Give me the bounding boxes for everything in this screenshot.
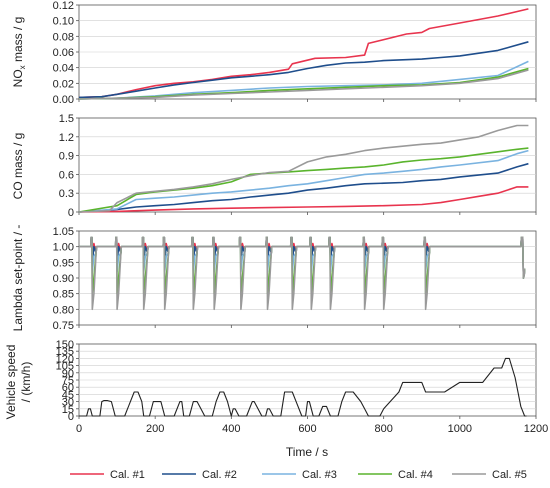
series-line-cal-4 — [78, 147, 529, 213]
y-tick-label: 0.85 — [53, 289, 74, 301]
x-tick-label: 800 — [374, 423, 392, 435]
y-tick-label: 0.02 — [53, 78, 74, 90]
y-tick-label: 0.10 — [53, 16, 74, 28]
series-line-cal-1 — [78, 186, 529, 213]
y-tick-label: 0.9 — [59, 151, 74, 163]
y-tick-label: 45 — [62, 389, 74, 401]
legend-entry: Cal. #1 — [110, 469, 145, 481]
co-panel: 0 0.3 0.6 0.9 1.2 1.5 — [59, 113, 537, 219]
y-tick-label: 0 — [68, 207, 74, 219]
lambda-ylabel: Lambda set-point / - — [11, 225, 25, 332]
x-tick-label: 1000 — [448, 423, 472, 435]
co-ylabel: CO mass / g — [11, 133, 25, 200]
y-tick-label: 0.75 — [53, 320, 74, 332]
y-tick-label: 0.04 — [53, 63, 74, 75]
series-line-cal-3 — [78, 60, 529, 100]
speed-ylabel-line1: Vehicle speed — [4, 345, 18, 420]
y-tick-label: 0.6 — [59, 169, 74, 181]
x-axis-label: Time / s — [286, 445, 328, 459]
legend-entry: Cal. #3 — [302, 469, 337, 481]
speed-ylabel-line2: / (km/h) — [19, 362, 33, 403]
y-tick-label: 30 — [62, 397, 74, 409]
series-line-cal-2 — [78, 162, 529, 213]
y-tick-label: 135 — [56, 346, 74, 358]
y-tick-label: 120 — [56, 353, 74, 365]
y-tick-label: 0.3 — [59, 188, 74, 200]
x-tick-label: 400 — [222, 423, 240, 435]
y-tick-label: 1.2 — [59, 132, 74, 144]
y-tick-label: 1.5 — [59, 113, 74, 125]
series-line-speed — [79, 357, 527, 417]
x-tick-label: 200 — [146, 423, 164, 435]
legend-entry: Cal. #2 — [202, 469, 237, 481]
y-tick-label: 0.95 — [53, 257, 74, 269]
legend-entry: Cal. #5 — [492, 469, 527, 481]
y-tick-label: 0.90 — [53, 273, 74, 285]
nox-panel: 0.00 0.02 0.04 0.06 0.08 0.10 0.12 — [53, 0, 537, 106]
y-tick-label: 105 — [56, 361, 74, 373]
y-tick-label: 150 — [56, 339, 74, 351]
series-line-cal-5 — [79, 236, 526, 311]
lambda-panel: 0.75 0.80 0.85 0.90 0.95 1.00 1.05 — [53, 226, 537, 332]
nox-ylabel: NOx mass / g — [11, 17, 27, 88]
y-tick-label: 0.00 — [53, 94, 74, 106]
x-tick-label: 600 — [298, 423, 316, 435]
series-line-cal-2 — [78, 41, 529, 99]
y-tick-label: 90 — [62, 368, 74, 380]
legend: Cal. #1 Cal. #2 Cal. #3 Cal. #4 Cal. #5 — [70, 469, 527, 481]
series-line-cal-3 — [78, 149, 529, 213]
y-tick-label: 60 — [62, 382, 74, 394]
y-tick-label: 0.06 — [53, 47, 74, 59]
legend-entry: Cal. #4 — [398, 469, 433, 481]
y-tick-label: 75 — [62, 375, 74, 387]
y-tick-label: 0.80 — [53, 304, 74, 316]
series-line-cal-1 — [78, 8, 529, 99]
y-tick-label: 0.08 — [53, 31, 74, 43]
y-tick-label: 1.00 — [53, 242, 74, 254]
x-tick-label: 1200 — [524, 423, 548, 435]
y-tick-label: 1.05 — [53, 226, 74, 238]
y-tick-label: 15 — [62, 404, 74, 416]
x-tick-label: 0 — [76, 423, 82, 435]
series-line-cal-5 — [78, 69, 529, 100]
y-tick-label: 0.12 — [53, 0, 74, 12]
series-line-cal-5 — [78, 124, 529, 213]
y-tick-label: 0 — [68, 411, 74, 423]
